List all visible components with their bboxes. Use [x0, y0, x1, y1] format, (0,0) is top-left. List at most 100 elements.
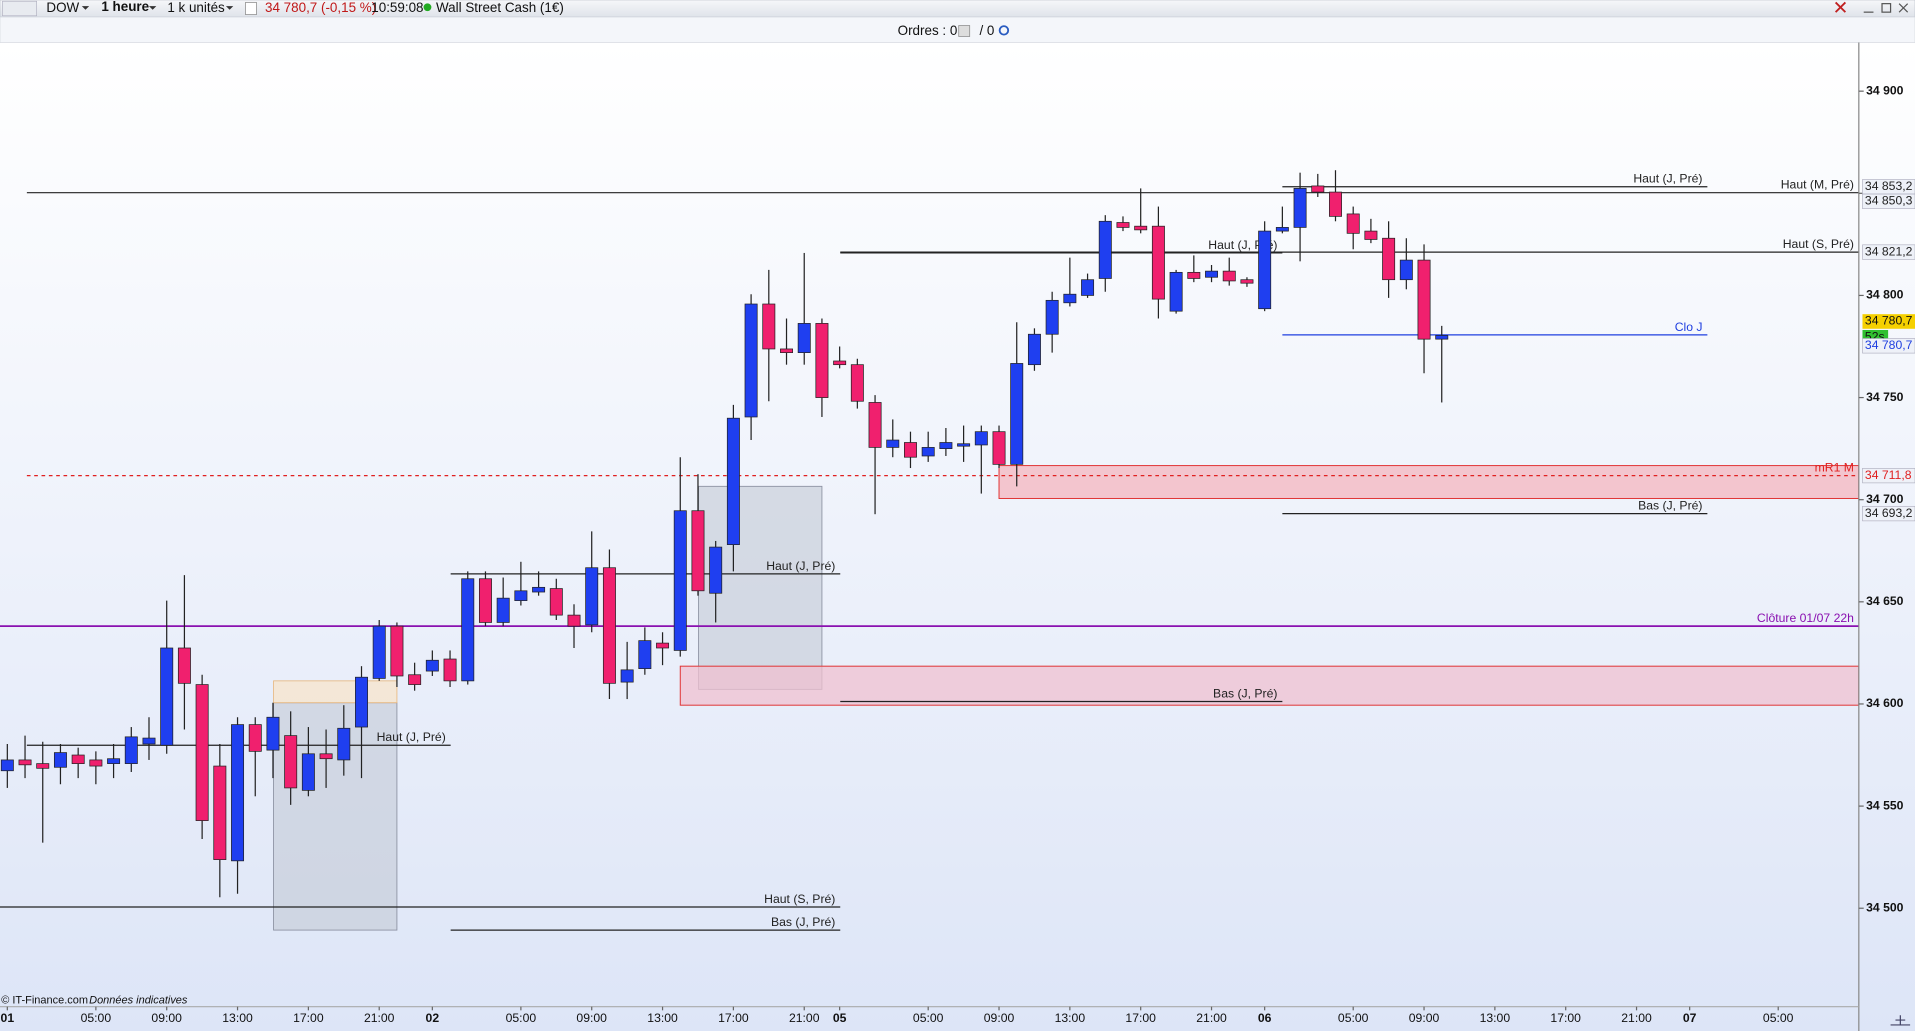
x-tick-label: 17:00 [718, 1011, 749, 1025]
x-tick-label: 09:00 [151, 1011, 182, 1025]
candle-body [319, 753, 333, 760]
market: Wall Street Cash (1€) [436, 0, 564, 15]
level-tag [1862, 244, 1915, 260]
candle-body [1010, 363, 1024, 465]
instrument[interactable]: DOW [46, 0, 79, 15]
candle-body [709, 546, 723, 594]
candle-body [833, 360, 847, 366]
candle-body [142, 737, 156, 745]
candle-body [992, 431, 1006, 465]
candle-body [567, 614, 581, 627]
restore-button[interactable] [1881, 3, 1892, 13]
level-label: Haut (J, Pré) [1633, 172, 1702, 186]
level-label: Haut (S, Pré) [764, 892, 835, 906]
candle-body [673, 510, 687, 651]
candle-body [213, 765, 227, 860]
last-price-label: 34 780,7 [1865, 314, 1913, 328]
info-icon[interactable] [245, 2, 257, 15]
price: 34 780,7 (-0,15 %) [265, 0, 376, 15]
x-tick-label: 05:00 [1763, 1011, 1794, 1025]
x-tick-label: 05:00 [1338, 1011, 1369, 1025]
candle-body [1275, 227, 1289, 232]
level-tag [1862, 505, 1915, 522]
candle-body [195, 684, 209, 821]
candle-body [1240, 279, 1254, 284]
candle-body [443, 658, 457, 682]
candle-body [1045, 299, 1059, 335]
x-tick-label: 05 [833, 1011, 847, 1025]
level-label: mR1 M [1815, 461, 1854, 475]
dropdown-arrow[interactable] [225, 6, 234, 10]
settings-icon[interactable] [998, 25, 1010, 36]
scale-icon[interactable] [1890, 1015, 1911, 1026]
candle-body [691, 510, 705, 592]
zone [679, 665, 1859, 706]
x-tick-label: 05:00 [913, 1011, 944, 1025]
x-tick-label: 17:00 [293, 1011, 324, 1025]
orders-icon[interactable] [958, 25, 971, 37]
candle-body [478, 578, 492, 623]
candle-body [939, 442, 953, 449]
candle-body [1151, 225, 1165, 300]
close-button[interactable] [1898, 3, 1909, 13]
candle-body [160, 647, 174, 746]
candle-body [726, 417, 740, 546]
y-tick-label: 34 750 [1866, 390, 1904, 404]
tool-button[interactable] [2, 0, 37, 17]
candle-body [177, 647, 191, 684]
candle-body [1116, 222, 1130, 228]
candle-body [656, 642, 670, 649]
dropdown-arrow[interactable] [81, 6, 90, 10]
y-tick-label: 34 600 [1866, 696, 1904, 710]
x-tick-label: 07 [1683, 1011, 1697, 1025]
candle-body [36, 763, 50, 769]
candle-body [850, 364, 864, 402]
close-icon[interactable] [1834, 1, 1847, 13]
candle-body [461, 578, 475, 682]
x-tick-label: 17:00 [1125, 1011, 1156, 1025]
candle-body [107, 758, 121, 764]
candle-body [921, 447, 935, 457]
candle-body [1364, 230, 1378, 240]
last-price-tag [1862, 314, 1915, 329]
timeframe[interactable]: 1 heure [101, 0, 149, 14]
candle-body [266, 716, 280, 751]
y-tick-label: 34 800 [1866, 288, 1904, 302]
x-tick-label: 02 [426, 1011, 440, 1025]
session-box [273, 680, 398, 704]
x-tick-label: 13:00 [222, 1011, 253, 1025]
candle-body [514, 590, 528, 601]
level-tag-label: 34 853,2 [1865, 179, 1913, 193]
x-tick-label: 21:00 [1621, 1011, 1652, 1025]
candle-body [1311, 185, 1325, 193]
level-label: Clo J [1675, 320, 1703, 334]
candle-body [231, 724, 245, 862]
level-label: Haut (J, Pré) [766, 559, 835, 573]
size[interactable]: 1 k unités [167, 0, 225, 15]
y-tick-label: 34 900 [1866, 83, 1904, 97]
x-tick-label: 17:00 [1550, 1011, 1581, 1025]
x-tick-label: 13:00 [647, 1011, 678, 1025]
level-tag-label: 34 711,8 [1865, 468, 1912, 482]
x-tick-label: 21:00 [1196, 1011, 1227, 1025]
candle-body [71, 754, 85, 764]
source: © IT-Finance.com [1, 995, 88, 1007]
candle-body [1382, 237, 1396, 281]
candle-body [1258, 230, 1272, 310]
level-tag-label: 34 780,7 [1865, 338, 1913, 352]
candle-body [355, 676, 368, 728]
market-status [423, 3, 432, 12]
orders-bar [0, 16, 1915, 43]
candle-body [1205, 270, 1219, 278]
level-label: Bas (J, Pré) [1638, 499, 1702, 513]
x-tick-label: 09:00 [1409, 1011, 1440, 1025]
candle-body [1417, 259, 1431, 340]
level-tag [1862, 467, 1915, 484]
candle-body [496, 597, 510, 623]
candle-body [408, 674, 422, 685]
level-label: Haut (S, Pré) [1783, 237, 1854, 251]
dropdown-arrow[interactable] [148, 6, 157, 10]
x-tick-label: 21:00 [789, 1011, 820, 1025]
candle-body [124, 736, 138, 764]
